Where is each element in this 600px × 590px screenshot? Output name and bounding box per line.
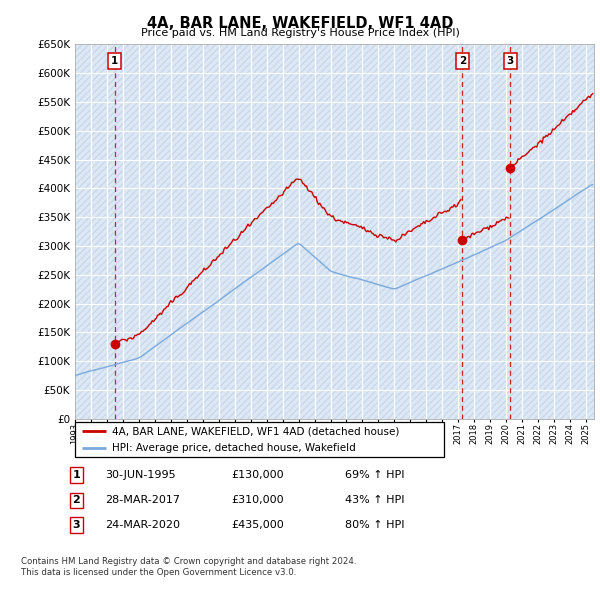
Text: Contains HM Land Registry data © Crown copyright and database right 2024.: Contains HM Land Registry data © Crown c… [21, 558, 356, 566]
Text: 3: 3 [506, 56, 514, 66]
Text: 1: 1 [111, 56, 119, 66]
Text: 43% ↑ HPI: 43% ↑ HPI [345, 496, 404, 505]
FancyBboxPatch shape [75, 422, 444, 457]
Text: 28-MAR-2017: 28-MAR-2017 [105, 496, 180, 505]
Text: HPI: Average price, detached house, Wakefield: HPI: Average price, detached house, Wake… [112, 442, 356, 453]
Text: This data is licensed under the Open Government Licence v3.0.: This data is licensed under the Open Gov… [21, 568, 296, 577]
Text: £130,000: £130,000 [231, 470, 284, 480]
Text: 24-MAR-2020: 24-MAR-2020 [105, 520, 180, 530]
Text: 80% ↑ HPI: 80% ↑ HPI [345, 520, 404, 530]
Text: 3: 3 [73, 520, 80, 530]
Text: £310,000: £310,000 [231, 496, 284, 505]
Text: 2: 2 [73, 496, 80, 505]
Text: 4A, BAR LANE, WAKEFIELD, WF1 4AD: 4A, BAR LANE, WAKEFIELD, WF1 4AD [147, 16, 453, 31]
Text: 2: 2 [458, 56, 466, 66]
Text: 30-JUN-1995: 30-JUN-1995 [105, 470, 176, 480]
Text: Price paid vs. HM Land Registry's House Price Index (HPI): Price paid vs. HM Land Registry's House … [140, 28, 460, 38]
Text: 4A, BAR LANE, WAKEFIELD, WF1 4AD (detached house): 4A, BAR LANE, WAKEFIELD, WF1 4AD (detach… [112, 427, 399, 437]
Text: 1: 1 [73, 470, 80, 480]
Text: 69% ↑ HPI: 69% ↑ HPI [345, 470, 404, 480]
Text: £435,000: £435,000 [231, 520, 284, 530]
